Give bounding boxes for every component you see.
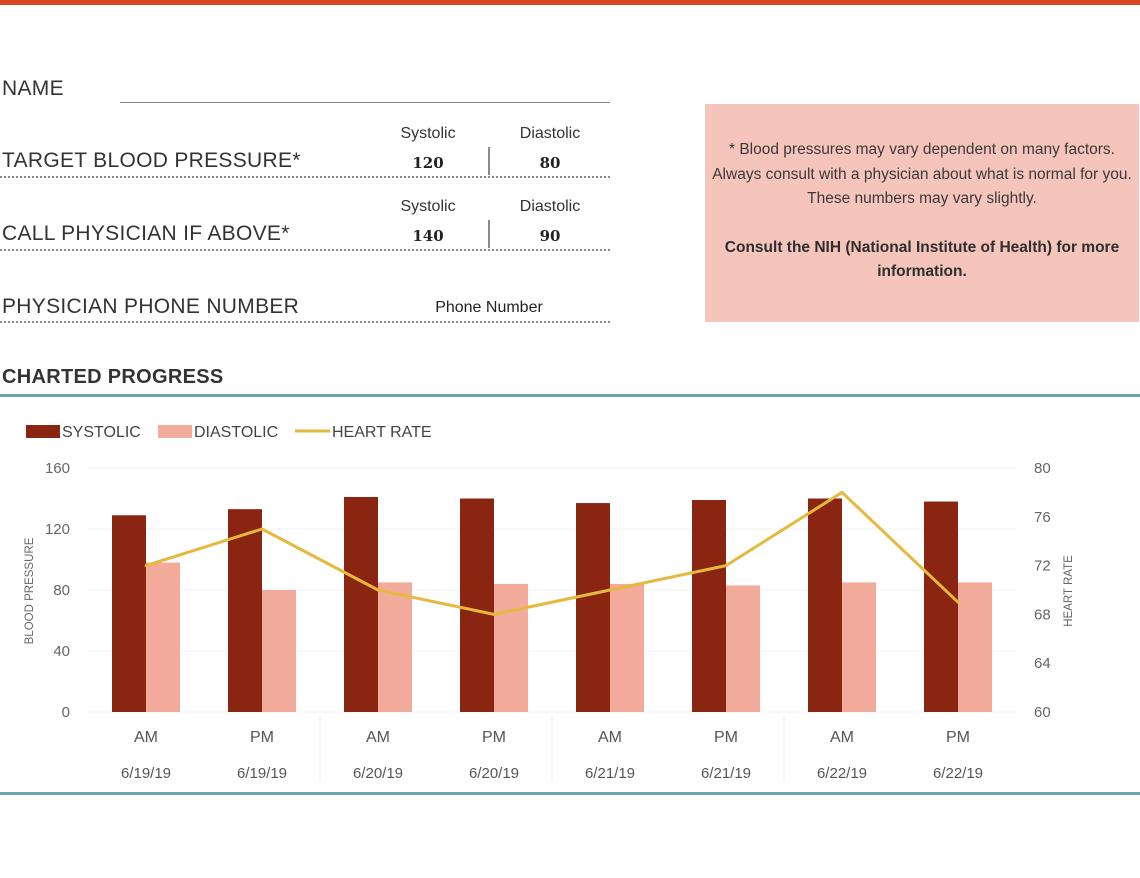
legend-systolic-swatch: [26, 425, 60, 438]
call-diastolic-value[interactable]: 90: [539, 227, 561, 245]
target-systolic-value[interactable]: 120: [412, 154, 444, 172]
target-underline: [0, 176, 610, 178]
call-systolic-value[interactable]: 140: [412, 227, 444, 245]
heart-rate-point: [144, 564, 148, 568]
heart-rate-point: [492, 612, 496, 616]
x-tick-date: 6/21/19: [701, 765, 751, 782]
target-diastolic-value[interactable]: 80: [539, 154, 561, 172]
charted-progress-title: CHARTED PROGRESS: [2, 366, 224, 388]
diastolic-bar: [958, 582, 992, 712]
y2-axis-label: HEART RATE: [1063, 555, 1075, 627]
x-tick-date: 6/22/19: [817, 765, 867, 782]
systolic-bar: [576, 503, 610, 712]
target-diastolic-header: Diastolic: [519, 125, 581, 142]
heart-rate-line: [145, 490, 960, 616]
heart-rate-point: [956, 600, 960, 604]
y-tick-label: 120: [45, 521, 70, 538]
y2-tick-label: 68: [1034, 606, 1051, 623]
y2-tick-label: 72: [1034, 558, 1051, 575]
x-tick-date: 6/19/19: [237, 765, 287, 782]
diastolic-bar: [726, 585, 760, 712]
systolic-bar: [112, 515, 146, 712]
call-systolic-header: Systolic: [400, 198, 456, 215]
x-tick-date: 6/19/19: [121, 765, 171, 782]
y-tick-label: 160: [45, 460, 70, 477]
x-tick-period: PM: [714, 729, 738, 746]
disclaimer-note: * Blood pressures may vary dependent on …: [705, 104, 1139, 322]
x-tick-period: AM: [598, 729, 622, 746]
disclaimer-text: * Blood pressures may vary dependent on …: [712, 141, 1132, 207]
x-tick-period: AM: [134, 729, 158, 746]
heart-rate-point: [608, 588, 612, 592]
nih-consult-text: Consult the NIH (National Institute of H…: [724, 238, 1120, 281]
top-accent-bar: [0, 0, 1140, 5]
call-diastolic-header: Diastolic: [519, 198, 581, 215]
call-physician-label: CALL PHYSICIAN IF ABOVE*: [2, 222, 290, 245]
legend-heart-rate-label: HEART RATE: [332, 424, 432, 441]
target-divider: [488, 147, 490, 175]
y-tick-label: 0: [62, 704, 70, 721]
phone-underline: [0, 321, 610, 323]
x-tick-date: 6/22/19: [933, 765, 983, 782]
y-tick-label: 40: [53, 643, 70, 660]
systolic-bar: [924, 501, 958, 712]
x-tick-period: PM: [482, 729, 506, 746]
heart-rate-point: [376, 588, 380, 592]
target-systolic-header: Systolic: [400, 125, 456, 142]
name-label: NAME: [2, 77, 64, 100]
x-tick-date: 6/20/19: [353, 765, 403, 782]
y2-tick-label: 64: [1034, 655, 1051, 672]
physician-phone-label: PHYSICIAN PHONE NUMBER: [2, 295, 300, 318]
chart-legend: SYSTOLIC DIASTOLIC HEART RATE: [26, 424, 432, 441]
call-underline: [0, 249, 610, 251]
x-tick-period: AM: [830, 729, 854, 746]
x-tick-period: AM: [366, 729, 390, 746]
diastolic-bar: [378, 582, 412, 712]
x-tick-period: PM: [946, 729, 970, 746]
legend-systolic-label: SYSTOLIC: [62, 424, 141, 441]
legend-diastolic-swatch: [158, 425, 192, 438]
systolic-bar: [228, 509, 262, 712]
diastolic-bar: [262, 590, 296, 712]
y2-tick-label: 76: [1034, 509, 1051, 526]
y-axis-label: BLOOD PRESSURE: [24, 537, 36, 644]
x-tick-date: 6/21/19: [585, 765, 635, 782]
x-tick-date: 6/20/19: [469, 765, 519, 782]
systolic-bar: [808, 498, 842, 712]
systolic-bar: [692, 500, 726, 712]
chart-bottom-rule: [0, 792, 1140, 795]
heart-rate-point: [724, 564, 728, 568]
call-divider: [488, 220, 490, 248]
name-field[interactable]: [120, 102, 610, 103]
systolic-bar: [460, 498, 494, 712]
systolic-bar: [344, 496, 378, 712]
diastolic-bar: [842, 582, 876, 712]
legend-diastolic-label: DIASTOLIC: [194, 424, 278, 441]
y2-tick-label: 60: [1034, 704, 1051, 721]
diastolic-bar: [494, 583, 528, 712]
physician-phone-value[interactable]: Phone Number: [435, 299, 543, 316]
y2-tick-label: 80: [1034, 460, 1051, 477]
heart-rate-point: [840, 490, 844, 494]
blood-pressure-chart: SYSTOLIC DIASTOLIC HEART RATE BLOOD PRES…: [24, 424, 1075, 782]
y-tick-label: 80: [53, 582, 70, 599]
diastolic-bar: [146, 562, 180, 712]
diastolic-bar: [610, 583, 644, 712]
heart-rate-point: [260, 527, 264, 531]
target-blood-pressure-label: TARGET BLOOD PRESSURE*: [2, 149, 301, 172]
chart-top-rule: [0, 394, 1140, 397]
x-tick-period: PM: [250, 729, 274, 746]
